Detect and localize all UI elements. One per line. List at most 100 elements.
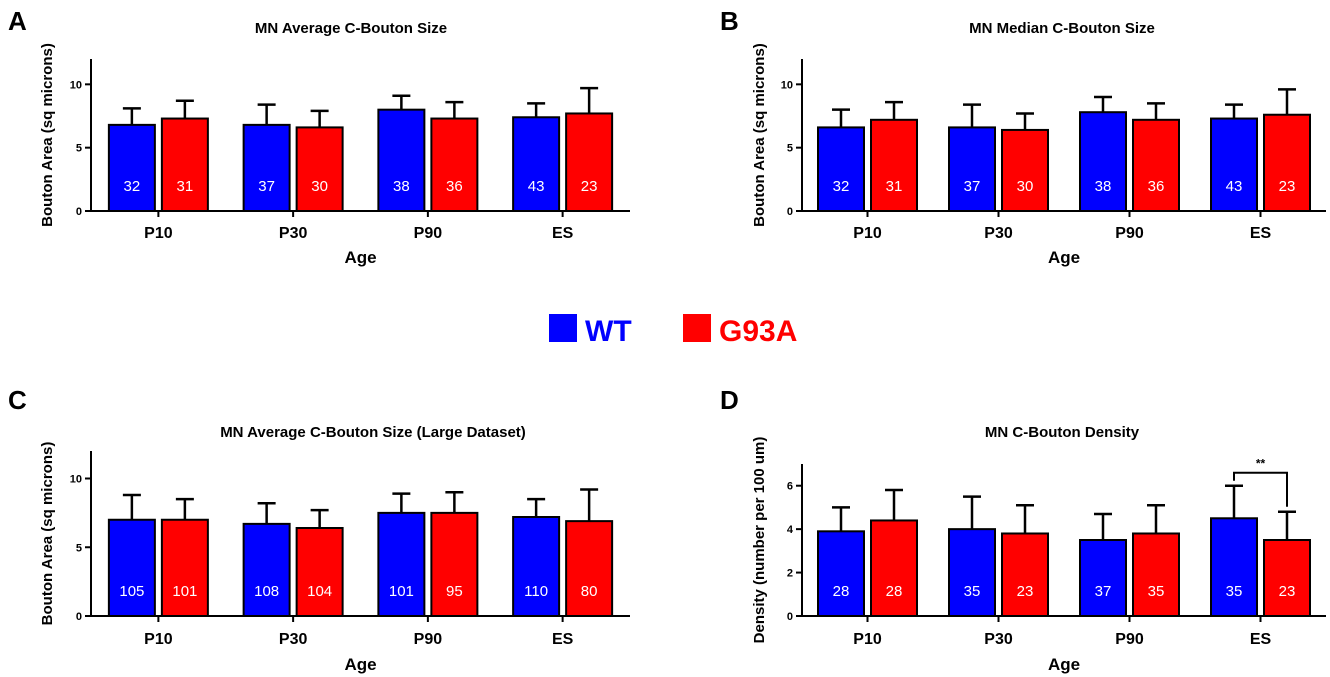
x-tick-label: ES xyxy=(552,225,574,242)
chart-title: MN Average C-Bouton Size xyxy=(255,20,447,37)
bar-n-label: 110 xyxy=(524,583,548,600)
bar-n-label: 37 xyxy=(964,178,981,195)
y-tick-label: 0 xyxy=(787,611,793,623)
x-tick-label: P30 xyxy=(279,225,308,242)
panel-c: C MN Average C-Bouton Size (Large Dataset… xyxy=(8,385,630,674)
bar-n-label: 35 xyxy=(964,583,981,600)
bar-n-label: 38 xyxy=(1095,178,1112,195)
bar-n-label: 43 xyxy=(528,178,545,195)
bar-wt-p90 xyxy=(377,511,426,617)
panel-letter: D xyxy=(720,385,739,415)
x-tick-label: P90 xyxy=(1115,631,1144,648)
y-tick-label: 10 xyxy=(70,474,82,486)
bar-g93a-p90 xyxy=(1132,118,1180,212)
bar-n-label: 37 xyxy=(258,178,275,195)
bar-g93a-p90 xyxy=(1132,532,1180,617)
bar-n-label: 36 xyxy=(446,178,463,195)
y-tick-label: 0 xyxy=(76,611,82,623)
bar-g93a-p10 xyxy=(160,518,209,617)
bar-n-label: 30 xyxy=(311,178,328,195)
x-tick-label: ES xyxy=(1250,631,1272,648)
bar-g93a-p30 xyxy=(1001,532,1049,617)
panel-d: D MN C-Bouton Density 0 2 4 6 Density (number … xyxy=(720,385,1326,674)
x-tick-label: ES xyxy=(1250,225,1272,242)
bar-wt-p30 xyxy=(242,522,291,617)
y-tick-label: 0 xyxy=(76,206,82,218)
bar-g93a-p10 xyxy=(870,519,918,618)
bar-wt-p90 xyxy=(1079,539,1127,617)
y-tick-label: 5 xyxy=(787,143,793,155)
x-axis-label: Age xyxy=(1048,655,1080,674)
x-axis-label: Age xyxy=(1048,248,1080,267)
bar-n-label: 104 xyxy=(307,583,332,600)
y-tick-label: 2 xyxy=(787,568,793,580)
bar-wt-p30 xyxy=(948,528,996,618)
bar-wt-p30 xyxy=(948,126,996,212)
bar-n-label: 37 xyxy=(1095,583,1112,600)
bar-n-label: 32 xyxy=(124,178,141,195)
panel-letter: A xyxy=(8,6,27,36)
y-tick-label: 5 xyxy=(76,143,82,155)
y-tick-label: 5 xyxy=(76,542,82,554)
y-axis-label: Bouton Area (sq microns) xyxy=(751,43,768,227)
bar-n-label: 101 xyxy=(172,583,197,600)
bar-wt-es xyxy=(1210,117,1258,212)
bar-n-label: 28 xyxy=(833,583,850,600)
bar-n-label: 23 xyxy=(1279,178,1296,195)
bar-wt-p30 xyxy=(242,123,291,212)
bar-g93a-es xyxy=(565,112,614,212)
bar-n-label: 35 xyxy=(1148,583,1165,600)
x-tick-label: P10 xyxy=(144,225,173,242)
x-tick-label: P90 xyxy=(1115,225,1144,242)
panel-a: A MN Average C-Bouton Size 0 5 10 Bouton Area… xyxy=(8,6,630,267)
bar-n-label: 35 xyxy=(1226,583,1243,600)
bar-g93a-p30 xyxy=(295,527,344,617)
bar-wt-es xyxy=(512,116,561,212)
x-tick-label: P30 xyxy=(984,631,1013,648)
bar-n-label: 31 xyxy=(177,178,194,195)
bar-n-label: 95 xyxy=(446,583,463,600)
y-tick-label: 4 xyxy=(787,524,794,536)
bar-g93a-p30 xyxy=(295,126,344,212)
y-axis-label: Bouton Area (sq microns) xyxy=(39,442,56,626)
x-axis-label: Age xyxy=(344,248,376,267)
bar-n-label: 28 xyxy=(886,583,903,600)
y-tick-label: 10 xyxy=(70,79,82,91)
significance-bracket xyxy=(1233,471,1288,507)
bar-n-label: 32 xyxy=(833,178,850,195)
panel-b: B MN Median C-Bouton Size 0 5 10 Bouton Area … xyxy=(720,6,1326,267)
panel-letter: C xyxy=(8,385,27,415)
bar-g93a-p10 xyxy=(870,118,918,212)
x-tick-label: P10 xyxy=(853,225,882,242)
legend-label-wt: WT xyxy=(585,315,632,348)
bar-wt-es xyxy=(1210,517,1258,617)
x-tick-label: ES xyxy=(552,631,574,648)
bar-n-label: 23 xyxy=(581,178,598,195)
x-tick-label: P30 xyxy=(279,631,308,648)
bar-g93a-p10 xyxy=(160,117,209,212)
y-tick-label: 0 xyxy=(787,206,793,218)
bar-g93a-p30 xyxy=(1001,128,1049,212)
x-tick-label: P10 xyxy=(853,631,882,648)
bar-n-label: 23 xyxy=(1017,583,1034,600)
y-tick-label: 6 xyxy=(787,481,793,493)
significance-label: ** xyxy=(1256,457,1266,471)
bar-n-label: 31 xyxy=(886,178,903,195)
bar-n-label: 43 xyxy=(1226,178,1243,195)
bar-n-label: 30 xyxy=(1017,178,1034,195)
bar-n-label: 105 xyxy=(119,583,144,600)
bar-wt-p90 xyxy=(1079,111,1127,212)
bar-wt-p10 xyxy=(107,123,156,212)
legend-label-g93a: G93A xyxy=(719,315,797,348)
y-tick-label: 10 xyxy=(781,79,793,91)
bar-wt-p10 xyxy=(817,126,865,212)
x-tick-label: P90 xyxy=(414,225,443,242)
bar-n-label: 38 xyxy=(393,178,410,195)
bar-g93a-es xyxy=(565,520,614,617)
bar-g93a-p90 xyxy=(430,117,479,212)
bar-n-label: 36 xyxy=(1148,178,1165,195)
bar-g93a-es xyxy=(1263,539,1311,617)
bar-wt-es xyxy=(512,516,561,617)
bar-wt-p10 xyxy=(817,530,865,617)
y-axis-label: Density (number per 100 um) xyxy=(751,437,768,644)
